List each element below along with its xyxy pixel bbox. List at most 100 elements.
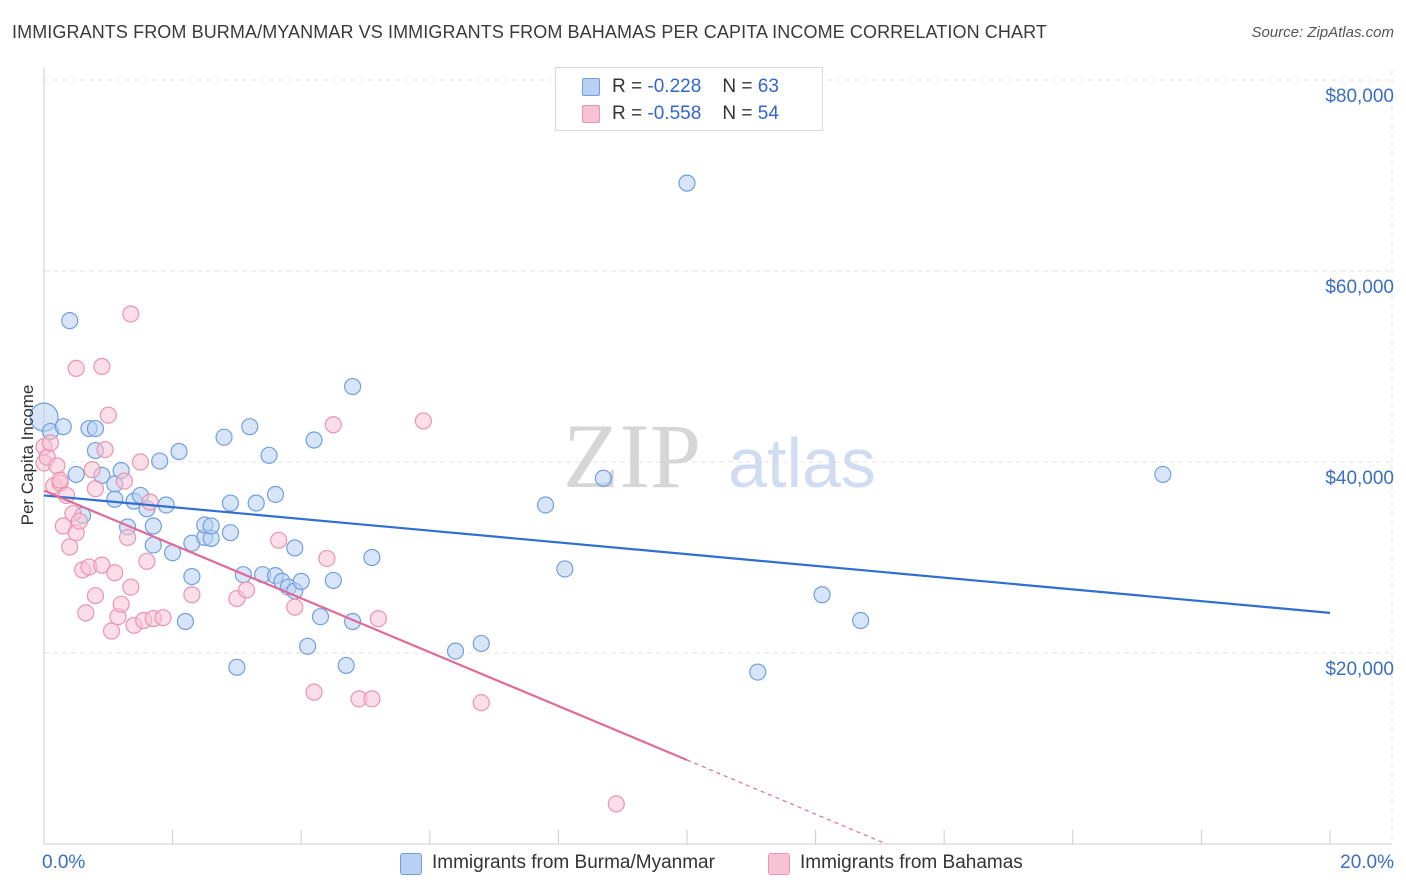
bahamas-point bbox=[83, 461, 101, 479]
bahamas-point bbox=[154, 609, 172, 627]
burma-point bbox=[1154, 465, 1172, 484]
burma-point bbox=[813, 586, 831, 604]
bahamas-point bbox=[141, 493, 159, 511]
watermark: ZIP atlas bbox=[563, 405, 876, 507]
legend-swatch-blue bbox=[582, 78, 600, 96]
bahamas-point bbox=[93, 556, 111, 574]
burma-point bbox=[241, 418, 259, 436]
source-credit: Source: ZipAtlas.com bbox=[1251, 24, 1394, 41]
bahamas-trend-extension bbox=[686, 759, 887, 845]
bahamas-point bbox=[318, 549, 336, 568]
stats-legend: R = -0.228 N = 63 R = -0.558 N = 54 bbox=[555, 67, 823, 131]
bahamas-point bbox=[51, 471, 69, 489]
burma-point bbox=[305, 431, 323, 449]
bahamas-point bbox=[118, 528, 137, 547]
burma-point bbox=[170, 442, 188, 461]
n-label: N = bbox=[722, 76, 753, 97]
bahamas-point bbox=[61, 538, 79, 556]
burma-point bbox=[202, 517, 220, 535]
n-label: N = bbox=[722, 103, 753, 124]
bahamas-point bbox=[86, 480, 105, 498]
burma-point bbox=[286, 539, 304, 557]
bahamas-point bbox=[305, 683, 323, 701]
legend-label-bahamas: Immigrants from Bahamas bbox=[800, 852, 1023, 873]
burma-point bbox=[311, 608, 330, 626]
burma-point bbox=[228, 658, 246, 676]
bahamas-point bbox=[102, 622, 121, 640]
x-tick-label-max: 20.0% bbox=[1340, 852, 1394, 873]
axes bbox=[43, 68, 1392, 845]
legend-swatch-pink bbox=[582, 105, 600, 123]
burma-point bbox=[151, 452, 169, 470]
bahamas-point bbox=[237, 581, 256, 599]
r-label: R = bbox=[612, 103, 643, 124]
burma-point bbox=[144, 517, 162, 535]
bahamas-point bbox=[48, 457, 66, 475]
y-tick-label-60000: $60,000 bbox=[1325, 277, 1394, 298]
bahamas-point bbox=[414, 412, 432, 430]
bahamas-point bbox=[70, 512, 88, 530]
burma-point bbox=[556, 560, 574, 578]
r-label: R = bbox=[612, 76, 643, 97]
legend-swatch-pink bbox=[768, 853, 790, 875]
burma-point bbox=[536, 496, 555, 514]
burma-point bbox=[221, 494, 240, 512]
burma-point bbox=[183, 567, 201, 586]
bahamas-point bbox=[115, 472, 133, 490]
bahamas-point bbox=[41, 434, 60, 452]
legend-swatch-blue bbox=[400, 853, 422, 875]
watermark-zip: ZIP bbox=[563, 405, 701, 507]
burma-point bbox=[106, 490, 124, 508]
bahamas-point bbox=[86, 587, 105, 605]
burma-point bbox=[292, 572, 310, 590]
bahamas-trend-line bbox=[43, 489, 688, 761]
r-value: -0.558 bbox=[647, 103, 702, 124]
bahamas-point bbox=[369, 610, 387, 628]
bahamas-point bbox=[99, 406, 117, 424]
burma-point bbox=[176, 612, 195, 631]
burma-point bbox=[678, 174, 696, 192]
burma-point bbox=[266, 485, 285, 504]
burma-point bbox=[260, 446, 278, 464]
burma-point bbox=[472, 634, 490, 653]
burma-point bbox=[247, 494, 265, 512]
bahamas-point bbox=[270, 531, 288, 549]
burma-point bbox=[363, 548, 381, 567]
y-tick-label-40000: $40,000 bbox=[1325, 468, 1394, 489]
bahamas-point bbox=[324, 416, 342, 434]
y-axis-label: Per Capita Income bbox=[18, 384, 37, 526]
chart-title: IMMIGRANTS FROM BURMA/MYANMAR VS IMMIGRA… bbox=[12, 22, 1047, 42]
r-value: -0.228 bbox=[647, 76, 702, 97]
burma-point bbox=[215, 428, 233, 446]
bahamas-point bbox=[363, 690, 381, 708]
grid-lines bbox=[44, 70, 1393, 844]
bahamas-point bbox=[286, 598, 304, 616]
watermark-atlas: atlas bbox=[728, 424, 876, 502]
bahamas-point bbox=[607, 795, 625, 813]
n-value: 63 bbox=[757, 76, 779, 97]
burma-trend-line bbox=[43, 494, 1331, 614]
burma-point bbox=[54, 418, 72, 436]
bahamas-point bbox=[131, 453, 150, 471]
bahamas-point bbox=[77, 604, 95, 622]
burma-point bbox=[324, 571, 342, 590]
x-tick-label-min: 0.0% bbox=[42, 852, 86, 873]
burma-point bbox=[594, 469, 613, 487]
bahamas-point bbox=[472, 694, 490, 712]
bahamas-point bbox=[106, 564, 124, 582]
y-tick-label-80000: $80,000 bbox=[1325, 86, 1394, 107]
burma-point bbox=[852, 611, 870, 630]
bahamas-point bbox=[183, 586, 201, 604]
bahamas-point bbox=[122, 305, 140, 323]
burma-point bbox=[299, 637, 317, 655]
bahamas-point bbox=[112, 595, 130, 613]
burma-point bbox=[67, 465, 85, 484]
bahamas-point bbox=[67, 359, 85, 378]
burma-point bbox=[749, 663, 767, 681]
n-value: 54 bbox=[757, 103, 779, 124]
y-tick-label-20000: $20,000 bbox=[1325, 659, 1394, 680]
bahamas-point bbox=[138, 552, 156, 570]
burma-point bbox=[337, 656, 355, 675]
burma-point bbox=[86, 419, 105, 438]
